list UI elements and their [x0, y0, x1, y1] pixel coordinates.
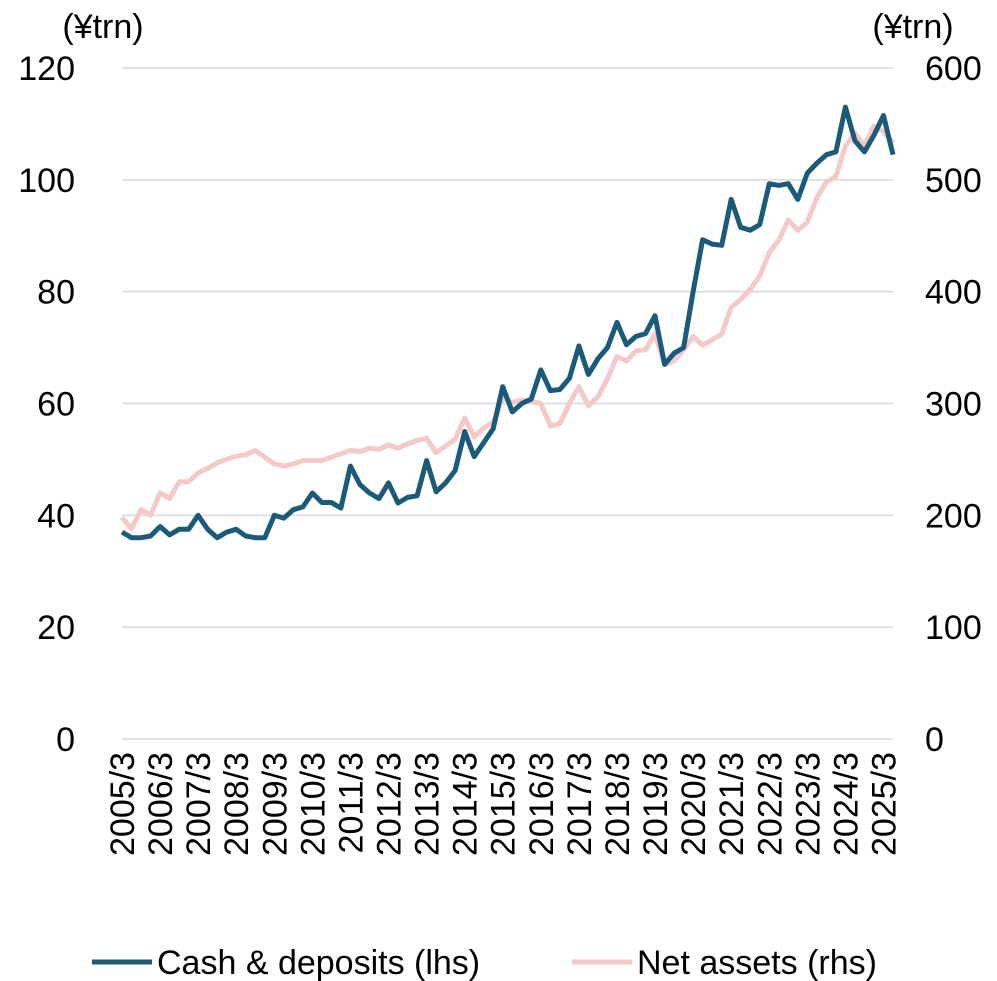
y2-tick-label: 100: [925, 609, 982, 647]
y2-tick-label: 300: [925, 386, 982, 424]
x-tick-label: 2021/3: [713, 752, 751, 856]
x-tick-label: 2017/3: [561, 752, 599, 856]
y2-tick-label: 600: [925, 50, 982, 88]
y2-tick-label: 200: [925, 497, 982, 535]
legend-label: Cash & deposits (lhs): [157, 944, 480, 981]
x-tick-label: 2013/3: [409, 752, 447, 856]
y-tick-label: 0: [56, 721, 75, 759]
y-tick-label: 60: [37, 386, 75, 424]
y-tick-label: 100: [18, 162, 75, 200]
x-tick-label: 2018/3: [599, 752, 637, 856]
y2-tick-label: 0: [925, 721, 944, 759]
x-tick-label: 2008/3: [218, 752, 256, 856]
y-tick-label: 120: [18, 50, 75, 88]
x-tick-label: 2015/3: [485, 752, 523, 856]
x-tick-label: 2006/3: [142, 752, 180, 856]
x-tick-label: 2005/3: [104, 752, 142, 856]
x-tick-label: 2014/3: [447, 752, 485, 856]
x-tick-label: 2012/3: [371, 752, 409, 856]
y-tick-label: 20: [37, 609, 75, 647]
y2-unit-label: (¥trn): [872, 8, 953, 46]
x-tick-label: 2010/3: [294, 752, 332, 856]
x-tick-label: 2019/3: [637, 752, 675, 856]
y-tick-label: 80: [37, 274, 75, 312]
x-tick-label: 2009/3: [256, 752, 294, 856]
series-line: [120, 104, 896, 541]
x-tick-label: 2016/3: [523, 752, 561, 856]
x-tick-label: 2007/3: [180, 752, 218, 856]
x-tick-label: 2025/3: [865, 752, 903, 856]
y-unit-label: (¥trn): [62, 8, 143, 46]
x-tick-label: 2023/3: [789, 752, 827, 856]
x-tick-label: 2011/3: [332, 752, 370, 853]
y2-tick-label: 400: [925, 274, 982, 312]
y2-tick-label: 500: [925, 162, 982, 200]
x-tick-label: 2022/3: [751, 752, 789, 856]
y-tick-label: 40: [37, 497, 75, 535]
x-tick-label: 2020/3: [675, 752, 713, 856]
x-tick-label: 2024/3: [827, 752, 865, 856]
legend-label: Net assets (rhs): [637, 944, 877, 981]
